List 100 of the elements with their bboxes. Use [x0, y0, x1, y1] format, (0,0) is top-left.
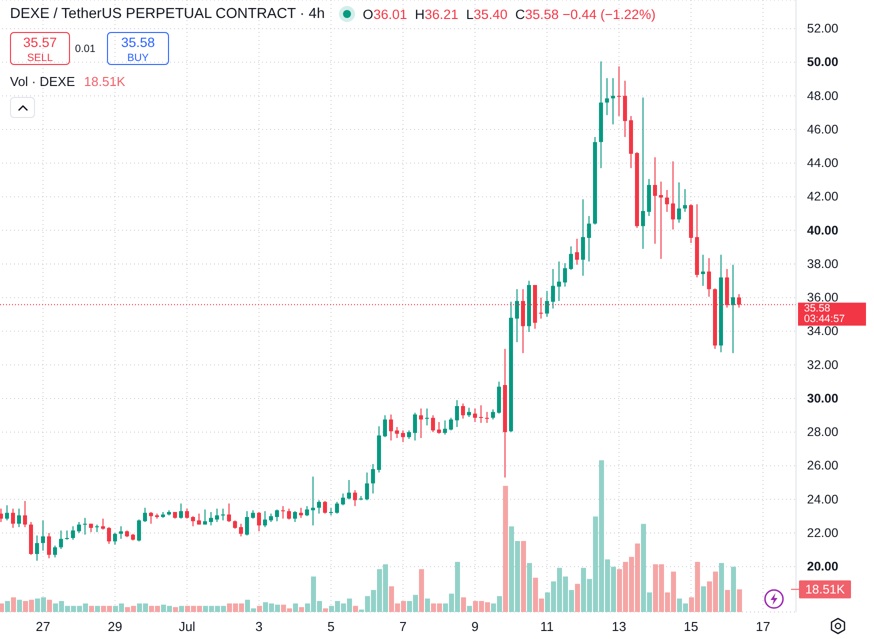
candlestick — [23, 500, 27, 528]
candlestick — [239, 523, 243, 537]
x-tick-label: 27 — [36, 618, 50, 634]
bar — [17, 600, 22, 612]
bar — [173, 607, 178, 612]
candlestick — [395, 426, 399, 438]
candlestick — [257, 511, 261, 532]
candlestick — [425, 408, 429, 426]
bar — [95, 606, 100, 612]
x-tick-label: 17 — [756, 618, 770, 634]
candlestick — [5, 504, 9, 521]
candlestick — [707, 258, 711, 298]
candlestick — [77, 522, 81, 534]
candlestick — [179, 503, 183, 520]
candlestick — [191, 516, 195, 527]
candlestick — [461, 403, 465, 420]
candlestick — [143, 507, 147, 523]
candlestick — [215, 508, 219, 523]
candlestick — [665, 189, 669, 212]
bar — [719, 563, 724, 612]
candlestick — [335, 501, 339, 514]
y-tick-label: 44.00 — [807, 156, 838, 170]
bar — [323, 608, 328, 612]
candlestick — [317, 500, 321, 514]
candlestick — [671, 160, 675, 230]
x-tick-label: 15 — [684, 618, 698, 634]
candlestick — [587, 216, 591, 262]
x-tick-label: Jul — [178, 618, 196, 634]
y-tick-label: 28.00 — [807, 425, 838, 440]
y-tick-label: 52.00 — [807, 22, 838, 36]
y-tick-label: 26.00 — [807, 458, 838, 473]
candlestick — [473, 408, 477, 423]
bar — [257, 606, 262, 612]
candlestick — [617, 66, 621, 117]
candlestick — [293, 510, 297, 523]
candlestick — [53, 545, 57, 558]
candlestick — [437, 422, 441, 434]
y-tick-label: 38.00 — [807, 256, 838, 271]
annotation: BUY — [127, 52, 149, 64]
candlestick — [119, 526, 123, 540]
candlestick — [113, 532, 117, 546]
candlestick — [209, 511, 213, 526]
candlestick — [311, 476, 315, 526]
bar — [0, 603, 4, 612]
x-tick-label: 11 — [540, 618, 554, 634]
candlestick — [611, 78, 615, 125]
bar — [47, 600, 52, 612]
y-tick-label: 42.00 — [807, 190, 838, 204]
buy-button: 35.58 BUY — [107, 32, 169, 65]
y-tick-label: 20.00 — [807, 560, 838, 574]
candlestick — [323, 500, 327, 514]
candlestick — [65, 530, 69, 540]
bar — [299, 607, 304, 612]
bar — [293, 603, 298, 612]
x-tick-label: 13 — [612, 618, 626, 634]
candlestick — [491, 408, 495, 420]
bar — [731, 566, 736, 612]
y-tick-label: 22.00 — [807, 526, 838, 540]
candlestick — [71, 526, 75, 540]
bar — [467, 606, 472, 612]
candlestick — [59, 530, 63, 550]
candlestick — [467, 407, 471, 418]
annotation: 18.51K — [84, 74, 126, 89]
bar — [353, 606, 358, 612]
candlestick — [35, 535, 39, 562]
candlestick — [605, 78, 609, 116]
candlestick — [287, 508, 291, 520]
y-tick-label: 36.00 — [807, 290, 838, 305]
bar — [179, 606, 184, 612]
y-tick-label: 30.00 — [807, 391, 838, 406]
chart-title: DEXE / TetherUS PERPETUAL CONTRACT · 4h — [10, 6, 325, 22]
candlestick — [299, 507, 303, 518]
candlestick — [47, 532, 51, 559]
annotation: O36.01 H36.21 L35.40 C35.58 −0.44 (−1.22%) — [362, 6, 656, 22]
candlestick — [347, 480, 351, 500]
bar — [521, 541, 526, 612]
candlestick — [353, 490, 357, 507]
x-tick-label: 7 — [399, 618, 407, 634]
candlestick — [677, 182, 681, 224]
sell-button: 35.57 SELL — [10, 32, 70, 65]
bar — [527, 563, 532, 612]
candlestick — [83, 517, 87, 536]
bar — [419, 569, 424, 612]
candlestick — [107, 526, 111, 544]
candlestick — [653, 156, 657, 244]
candlestick — [371, 464, 375, 494]
x-tick-label: 9 — [471, 618, 479, 634]
y-tick-label: 24.00 — [807, 492, 838, 506]
y-tick-label: 32.00 — [807, 358, 838, 372]
candlestick — [551, 268, 555, 310]
candlestick — [557, 260, 561, 302]
candlestick — [659, 181, 663, 260]
annotation: SELL — [27, 52, 53, 64]
annotation: 35.57 — [23, 35, 57, 50]
y-tick-label: 46.00 — [807, 122, 838, 136]
bar — [5, 600, 10, 612]
candlestick — [221, 508, 225, 521]
y2-tick-label: 18.51K — [805, 582, 846, 596]
candlestick — [203, 508, 207, 526]
candlestick — [263, 510, 267, 528]
